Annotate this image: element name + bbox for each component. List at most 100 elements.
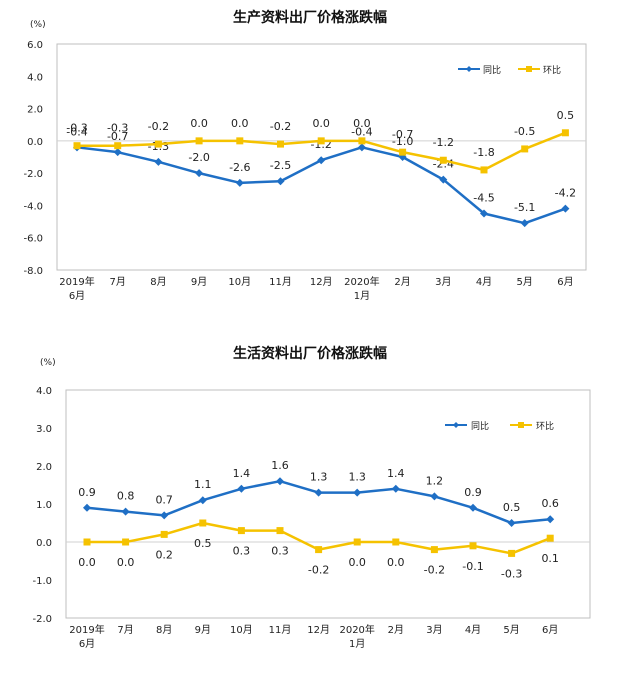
chart-2-point-mom <box>237 527 245 535</box>
chart-1-point-mom <box>195 137 203 145</box>
chart-2-data-label-yoy: 0.6 <box>541 497 559 510</box>
chart-2-data-label-mom: 0.3 <box>271 545 289 558</box>
chart-1-x-tick-label: 12月 <box>310 276 333 288</box>
chart-1-y-tick-label: -8.0 <box>23 266 43 277</box>
chart-2-point-yoy <box>160 511 169 520</box>
chart-1-point-yoy <box>317 156 326 165</box>
chart-2-data-label-mom: 0.0 <box>348 556 366 569</box>
chart-2-point-yoy <box>353 488 362 497</box>
chart-1-point-yoy <box>154 157 163 166</box>
chart-2-data-label-mom: 0.3 <box>233 545 251 558</box>
chart-2-data-label-mom: 0.1 <box>541 552 559 565</box>
chart-1-data-label-mom: 0.5 <box>557 109 575 122</box>
chart-1-data-label-mom: 0.0 <box>231 117 249 130</box>
chart-1-point-yoy <box>520 219 529 228</box>
chart-1-data-label-yoy: -4.5 <box>473 192 494 205</box>
chart-2-y-tick-label: -2.0 <box>32 614 52 625</box>
chart-2-x-tick-label: 8月 <box>156 624 172 636</box>
chart-2-y-tick-label: 1.0 <box>36 500 52 511</box>
chart-1-data-label-mom: -1.8 <box>473 146 494 159</box>
chart-1-x-tick-label: 2020年 <box>344 275 379 288</box>
chart-1-y-tick-label: -6.0 <box>23 234 43 245</box>
chart-2-point-mom <box>122 538 130 546</box>
chart-2-data-label-yoy: 1.4 <box>387 467 405 480</box>
chart-2-data-label-yoy: 0.9 <box>464 486 482 499</box>
chart-2-data-label-yoy: 0.5 <box>503 501 521 514</box>
chart-2-point-mom <box>199 519 207 527</box>
chart-1-data-label-mom: -1.2 <box>433 136 454 149</box>
chart-1-x-tick-label: 6月 <box>557 276 573 288</box>
chart-2-point-yoy <box>276 477 284 486</box>
chart-1-data-label-yoy: -5.1 <box>514 201 535 214</box>
chart-1-legend-yoy: 同比 <box>483 64 501 76</box>
chart-2-legend-marker-yoy <box>453 422 459 428</box>
chart-2-point-yoy <box>469 503 477 512</box>
chart-2-data-label-mom: 0.0 <box>78 556 96 569</box>
chart-1-x-tick-label: 1月 <box>354 290 370 302</box>
chart-2-data-label-yoy: 1.1 <box>194 478 212 491</box>
chart-2-data-label-mom: 0.5 <box>194 537 212 550</box>
chart-1-point-mom <box>439 156 447 164</box>
chart-1-point-yoy <box>480 209 488 218</box>
chart-1-point-yoy <box>561 204 570 213</box>
chart-2-x-tick-label: 5月 <box>503 624 519 636</box>
chart-2-point-yoy <box>507 519 516 527</box>
chart-2-data-label-mom: -0.2 <box>308 564 329 577</box>
chart-1-point-yoy <box>439 175 448 184</box>
chart-1-data-label-mom: -0.2 <box>148 120 169 133</box>
chart-2-point-mom <box>546 534 554 542</box>
chart-1-plot-frame <box>56 43 587 271</box>
chart-2-point-yoy <box>198 496 207 505</box>
chart-1-data-label-yoy: -2.5 <box>270 159 291 172</box>
chart-2-data-label-mom: 0.0 <box>117 556 135 569</box>
chart-2-y-tick-label: 4.0 <box>36 386 52 397</box>
chart-1-point-mom <box>154 140 162 148</box>
chart-2-legend-yoy: 同比 <box>471 420 489 432</box>
chart-2-y-tick-label: 0.0 <box>36 538 52 549</box>
chart-1-title: 生产资料出厂价格涨跌幅 <box>233 9 387 26</box>
chart-2-point-mom <box>315 546 323 554</box>
chart-2-point-mom <box>392 538 400 546</box>
chart-2-data-label-yoy: 1.6 <box>271 459 289 472</box>
chart-1-point-yoy <box>276 177 285 186</box>
chart-1-point-yoy <box>113 148 122 157</box>
chart-2-plot-frame <box>65 389 591 619</box>
chart-2-point-yoy <box>121 507 130 516</box>
chart-1-plot: 6.0 4.0 2.0 0.0 -2.0 -4.0 -6.0 -8.0 2019年 6月 7月 8月 9… <box>23 40 587 302</box>
chart-1-x-tick-label: 11月 <box>269 276 292 288</box>
chart-1-data-label-mom: 0.0 <box>190 117 208 130</box>
chart-1-data-label-mom: -0.3 <box>107 122 128 135</box>
chart-2-data-label-mom: 0.2 <box>155 548 173 561</box>
chart-2-x-tick-label: 2020年 <box>339 623 374 636</box>
chart-2-point-mom <box>469 542 477 550</box>
chart-2-data-label-mom: -0.3 <box>501 567 522 580</box>
chart-1-x-tick-label: 5月 <box>517 276 533 288</box>
chart-1-x-tick-label: 10月 <box>228 276 251 288</box>
chart-1-data-label-yoy: -0.7 <box>107 130 128 143</box>
chart-2-data-label-yoy: 1.3 <box>310 471 328 484</box>
chart-2-y-tick-label: -1.0 <box>32 576 52 587</box>
chart-1-point-yoy <box>195 169 204 178</box>
chart-2-point-yoy <box>546 515 555 524</box>
chart-2-data-label-mom: 0.0 <box>387 556 405 569</box>
chart-2-legend: 同比 环比 <box>445 420 554 432</box>
chart-2-point-yoy <box>430 492 439 501</box>
chart-2-point-yoy <box>314 488 323 497</box>
chart-1-unit-label: (%) <box>30 20 46 30</box>
chart-1-point-mom <box>277 140 284 148</box>
chart-1-x-tick-label: 2019年 <box>59 275 94 288</box>
chart-1-data-label-yoy: -2.0 <box>188 151 209 164</box>
chart-2-point-mom <box>276 527 284 535</box>
chart-1-x-tick-label: 4月 <box>476 276 492 288</box>
chart-1-x-tick-label: 2月 <box>394 276 410 288</box>
chart-1-data-label-mom: -0.2 <box>270 120 291 133</box>
chart-2-x-tick-label: 10月 <box>230 624 253 636</box>
chart-1-point-mom <box>317 137 325 145</box>
chart-1-point-mom <box>236 137 244 145</box>
chart-2-point-yoy <box>83 503 91 512</box>
chart-2-x-tick-label: 1月 <box>349 638 365 650</box>
chart-1-data-label-mom: -0.7 <box>392 128 413 141</box>
chart-2-x-tick-label: 4月 <box>465 624 481 636</box>
